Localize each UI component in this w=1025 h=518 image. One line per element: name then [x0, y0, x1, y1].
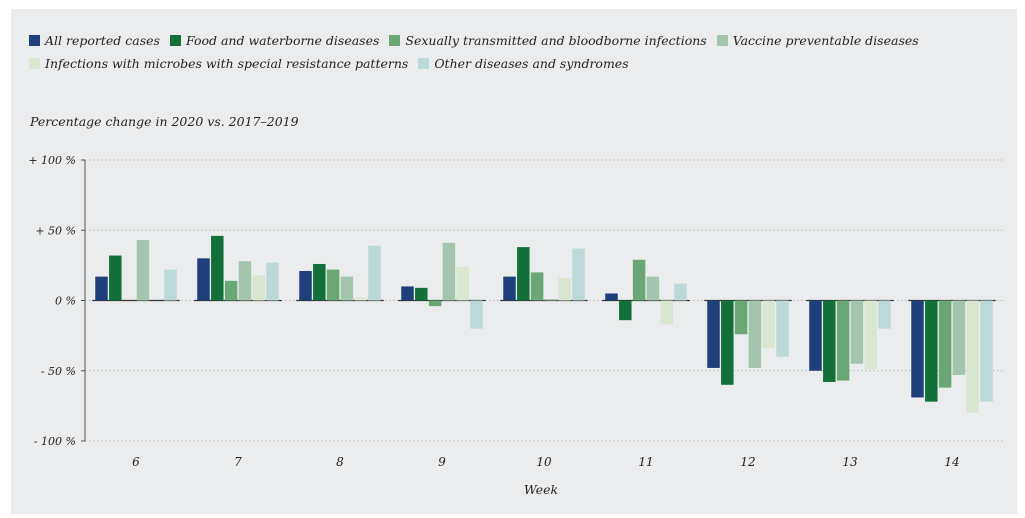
legend-swatch-food-and-waterborne [169, 35, 181, 46]
bar-week-14-series-1 [925, 300, 938, 402]
bar-week-12-series-2 [734, 300, 748, 335]
bar-week-6-series-3 [136, 240, 150, 301]
y-tick-label-3: - 50 % [41, 365, 76, 378]
bar-week-14-series-3 [952, 300, 966, 375]
bar-week-12-series-4 [762, 300, 775, 349]
bar-week-7-series-1 [211, 235, 224, 301]
legend-item-special-resistance: Infections with microbes with special re… [29, 56, 408, 71]
bar-week-10-series-1 [517, 247, 530, 301]
bar-week-6-series-0 [95, 276, 108, 301]
x-tick-label-12: 12 [740, 455, 755, 469]
bar-week-11-series-5 [674, 283, 687, 301]
bar-week-10-series-2 [530, 272, 544, 301]
bar-week-6-series-1 [109, 255, 122, 301]
x-tick-label-11: 11 [638, 455, 653, 469]
bar-week-8-series-1 [313, 263, 326, 301]
bar-week-14-series-0 [911, 300, 924, 398]
legend-item-food-and-waterborne: Food and waterborne diseases [169, 33, 380, 48]
legend-item-other-diseases: Other diseases and syndromes [418, 56, 629, 71]
legend: All reported cases Food and waterborne d… [29, 29, 979, 75]
bar-week-10-series-4 [558, 278, 571, 301]
bar-week-8-series-0 [299, 270, 312, 301]
bar-week-11-series-3 [646, 276, 660, 301]
legend-swatch-vaccine-preventable [716, 35, 728, 46]
bar-week-11-series-2 [632, 259, 646, 301]
bar-week-12-series-0 [707, 300, 720, 368]
legend-item-vaccine-preventable: Vaccine preventable diseases [716, 33, 919, 48]
bar-week-8-series-4 [354, 297, 367, 301]
bar-week-7-series-2 [224, 280, 238, 301]
bar-week-12-series-3 [748, 300, 762, 368]
legend-row-1: All reported cases Food and waterborne d… [29, 29, 979, 52]
bar-week-13-series-5 [878, 300, 891, 329]
y-tick-label-2: 0 % [55, 295, 76, 308]
x-axis-title: Week [524, 482, 558, 497]
legend-label-all-reported-cases: All reported cases [45, 33, 160, 48]
bar-week-13-series-4 [864, 300, 877, 370]
legend-label-food-and-waterborne: Food and waterborne diseases [185, 33, 380, 48]
bar-week-7-series-4 [252, 275, 265, 301]
bar-week-14-series-5 [980, 300, 993, 402]
legend-row-2: Infections with microbes with special re… [29, 52, 979, 75]
bar-week-11-series-1 [619, 300, 632, 321]
bar-week-6-series-5 [164, 269, 177, 301]
bar-week-12-series-1 [721, 300, 734, 385]
bar-week-10-series-0 [503, 276, 516, 301]
bar-week-8-series-3 [340, 276, 354, 301]
bar-week-8-series-2 [326, 269, 340, 301]
y-tick-label-4: - 100 % [34, 435, 76, 448]
bar-week-11-series-4 [660, 300, 673, 325]
x-tick-label-10: 10 [536, 455, 552, 469]
x-tick-label-7: 7 [234, 455, 242, 469]
bar-week-13-series-3 [850, 300, 864, 364]
chart-panel [11, 9, 1017, 514]
legend-label-vaccine-preventable: Vaccine preventable diseases [732, 33, 919, 48]
bar-week-9-series-4 [456, 266, 469, 301]
bar-week-12-series-5 [776, 300, 789, 357]
bar-week-11-series-0 [605, 293, 618, 301]
legend-item-sexually-transmitted: Sexually transmitted and bloodborne infe… [389, 33, 707, 48]
y-tick-label-1: + 50 % [35, 224, 76, 237]
bar-week-7-series-0 [197, 258, 210, 301]
legend-swatch-sexually-transmitted [389, 35, 401, 46]
legend-swatch-all-reported-cases [29, 35, 40, 46]
bar-week-14-series-4 [966, 300, 979, 413]
legend-label-special-resistance: Infections with microbes with special re… [45, 56, 409, 71]
legend-label-sexually-transmitted: Sexually transmitted and bloodborne infe… [405, 33, 707, 48]
bar-week-14-series-2 [938, 300, 952, 388]
legend-swatch-other-diseases [418, 58, 430, 69]
legend-item-all-reported-cases: All reported cases [29, 33, 160, 48]
bar-week-8-series-5 [368, 245, 381, 301]
y-tick-label-0: + 100 % [28, 154, 76, 167]
bar-week-9-series-1 [415, 287, 428, 301]
legend-label-other-diseases: Other diseases and syndromes [434, 56, 629, 71]
bar-week-10-series-3 [544, 299, 558, 301]
bar-week-9-series-0 [401, 286, 414, 301]
bar-week-13-series-1 [823, 300, 836, 382]
bar-week-10-series-5 [572, 248, 585, 301]
bar-week-13-series-0 [809, 300, 822, 371]
legend-swatch-special-resistance [29, 58, 40, 69]
y-axis-title: Percentage change in 2020 vs. 2017–2019 [30, 114, 299, 129]
bar-week-13-series-2 [836, 300, 850, 381]
x-tick-label-8: 8 [336, 455, 344, 469]
bar-week-7-series-3 [238, 261, 252, 301]
x-tick-label-9: 9 [438, 455, 446, 469]
x-tick-label-13: 13 [842, 455, 858, 469]
x-tick-label-6: 6 [132, 455, 140, 469]
x-tick-label-14: 14 [944, 455, 959, 469]
bar-week-9-series-5 [470, 300, 483, 329]
bar-week-9-series-2 [428, 300, 442, 307]
bar-week-7-series-5 [266, 262, 279, 301]
bar-week-9-series-3 [442, 242, 456, 301]
